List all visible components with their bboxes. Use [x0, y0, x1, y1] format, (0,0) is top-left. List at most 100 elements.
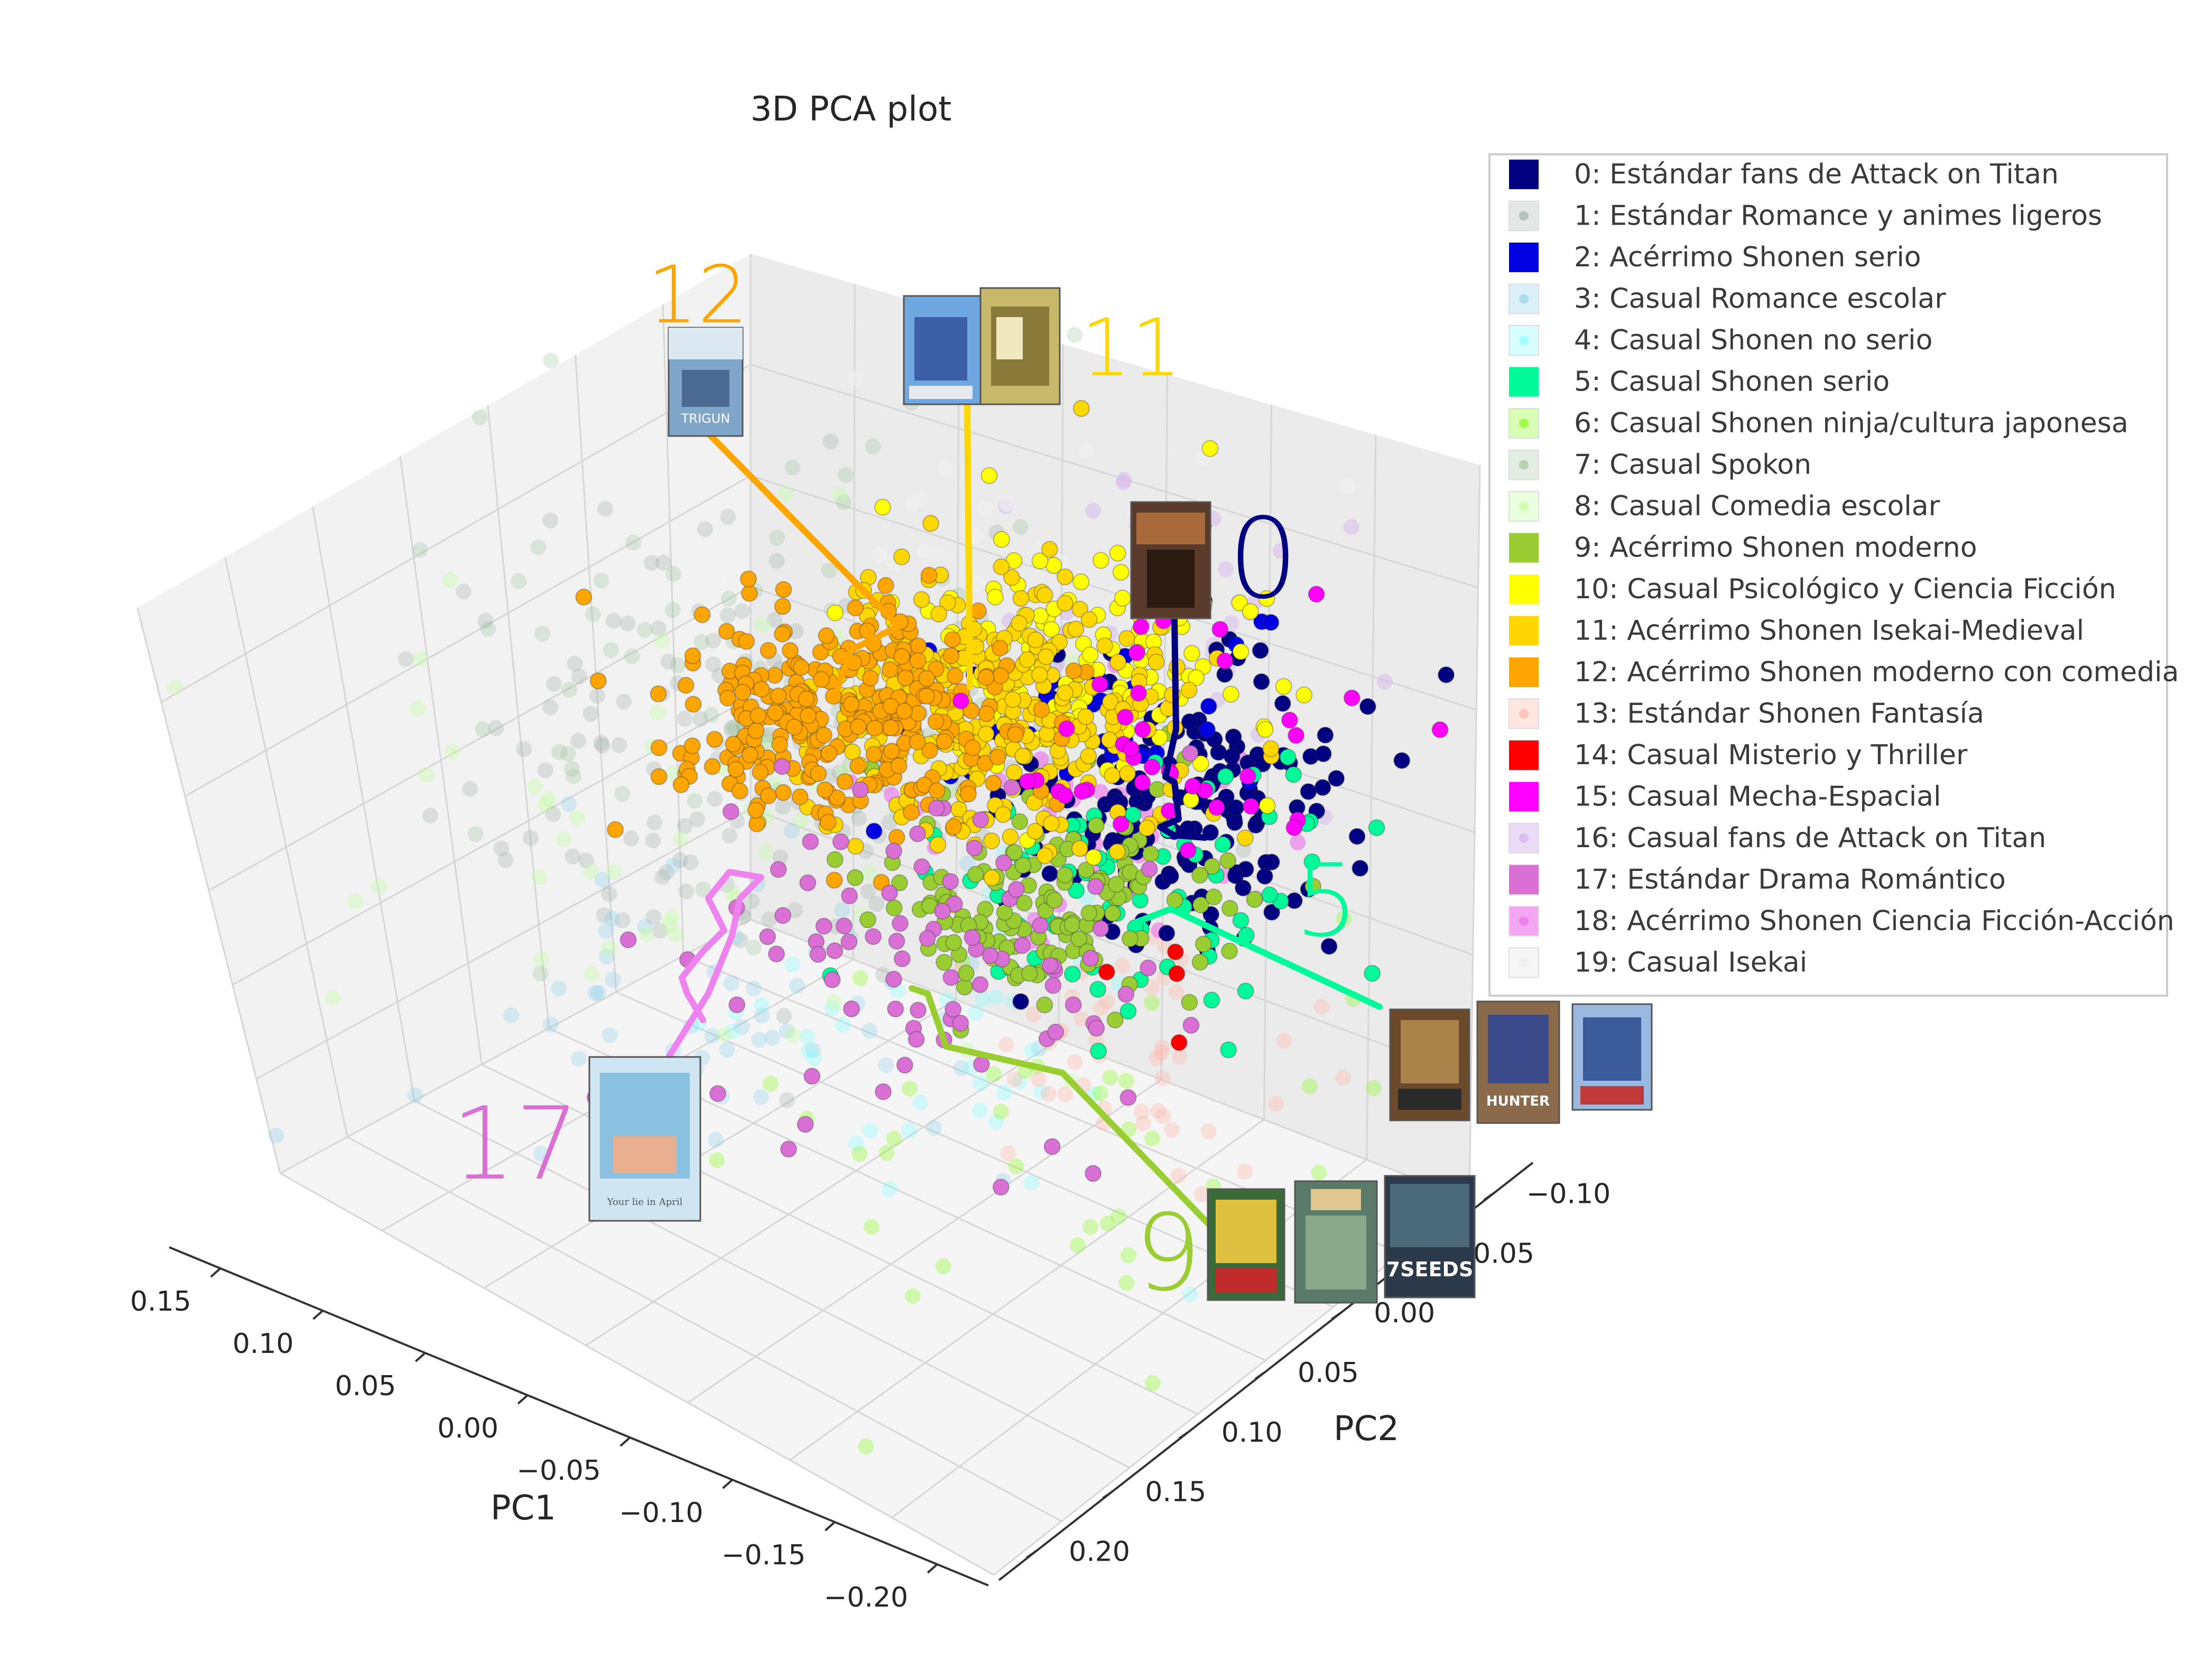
data-point: [1099, 994, 1115, 1010]
data-point: [774, 625, 791, 643]
data-point: [606, 864, 622, 880]
data-point: [1262, 614, 1280, 631]
data-point: [1182, 1286, 1198, 1303]
legend-swatch: [1509, 616, 1539, 646]
poster-hunter-caption: HUNTER: [1486, 1093, 1550, 1109]
data-point: [1067, 620, 1085, 638]
data-point: [956, 978, 973, 996]
data-point: [604, 911, 621, 927]
data-point: [532, 965, 549, 981]
data-point: [1116, 472, 1132, 488]
data-point: [637, 621, 653, 638]
data-point: [1067, 1054, 1083, 1070]
data-point: [570, 732, 587, 749]
data-point: [1077, 861, 1095, 879]
data-point: [992, 1179, 1010, 1196]
poster-my-hero-academia: [1207, 1188, 1285, 1301]
data-point: [826, 851, 844, 868]
annotation-number-9: 9: [1134, 1192, 1201, 1315]
grid-line: [161, 364, 751, 703]
data-point: [999, 496, 1015, 512]
data-point: [841, 887, 858, 905]
data-point: [695, 881, 711, 897]
data-point: [704, 1028, 720, 1044]
data-point: [964, 929, 981, 946]
data-point: [1065, 662, 1082, 680]
data-point: [725, 735, 742, 753]
data-point: [1285, 766, 1302, 783]
pc1-tick-label: 0.05: [335, 1370, 396, 1402]
data-point: [1109, 544, 1126, 562]
data-point: [1261, 886, 1279, 904]
data-point: [1147, 653, 1165, 671]
data-point: [724, 722, 740, 739]
data-point: [1108, 876, 1125, 893]
data-point: [1058, 720, 1075, 737]
legend-label: 3: Casual Romance escolar: [1574, 283, 1946, 315]
data-point: [936, 733, 953, 750]
data-point: [749, 707, 767, 724]
data-point: [594, 871, 610, 888]
data-point: [851, 810, 867, 827]
data-point: [594, 737, 610, 754]
poster-hunter-x-hunter: HUNTER: [1476, 1000, 1560, 1124]
pc1-tick-label: −0.15: [721, 1539, 806, 1571]
data-point: [1012, 590, 1030, 607]
legend-item: 17: Estándar Drama Romántico: [1509, 864, 2006, 896]
data-point: [930, 605, 948, 623]
data-point: [723, 975, 739, 991]
pc1-tick-mark: [210, 1267, 221, 1278]
data-point: [776, 1008, 792, 1024]
data-point: [268, 1127, 284, 1144]
data-point: [596, 907, 612, 923]
data-point: [1144, 1375, 1161, 1391]
data-point: [910, 704, 927, 722]
legend-label: 0: Estándar fans de Attack on Titan: [1574, 159, 2059, 190]
data-point: [1317, 727, 1334, 744]
anime-posters: TRIGUN HUNTER: [588, 287, 1653, 1304]
data-point: [1007, 726, 1024, 743]
data-point: [1315, 745, 1332, 763]
poster-7seeds-caption: 7SEEDS: [1386, 1258, 1474, 1281]
data-point: [593, 572, 609, 589]
data-point: [422, 808, 439, 824]
data-point: [1141, 860, 1158, 878]
data-point: [982, 947, 999, 964]
data-point: [1167, 943, 1184, 961]
data-point: [589, 672, 607, 690]
data-point: [823, 971, 841, 988]
data-point: [886, 1130, 902, 1147]
data-point: [1181, 713, 1198, 730]
data-point: [1085, 1165, 1102, 1182]
data-point: [1007, 880, 1025, 898]
legend-marker: [1519, 294, 1529, 304]
data-point: [945, 1000, 962, 1018]
data-point: [1119, 765, 1136, 782]
data-point: [791, 788, 809, 805]
data-point: [849, 757, 867, 775]
data-point: [575, 588, 593, 606]
data-point: [1199, 721, 1216, 738]
data-point: [1235, 842, 1252, 858]
data-point: [985, 1066, 1002, 1082]
data-point: [1122, 740, 1140, 757]
data-point: [744, 893, 760, 910]
data-point: [1114, 589, 1131, 607]
data-point: [772, 849, 789, 866]
data-point: [872, 547, 888, 563]
pc2-tick-label: 0.00: [1374, 1297, 1435, 1329]
data-point: [719, 1042, 735, 1058]
data-point: [1313, 999, 1330, 1015]
data-point: [597, 500, 614, 517]
data-point: [537, 796, 553, 813]
data-point: [1080, 904, 1098, 922]
poster-fullmetal-alchemist: [1389, 1008, 1470, 1121]
data-point: [1104, 767, 1121, 784]
legend-item: 3: Casual Romance escolar: [1508, 283, 1946, 315]
annotation-line-0: [1157, 615, 1208, 841]
data-point: [551, 980, 567, 996]
data-point: [774, 598, 791, 615]
data-point: [901, 1123, 918, 1139]
grid-line: [891, 1159, 1367, 1518]
data-point: [893, 548, 910, 565]
